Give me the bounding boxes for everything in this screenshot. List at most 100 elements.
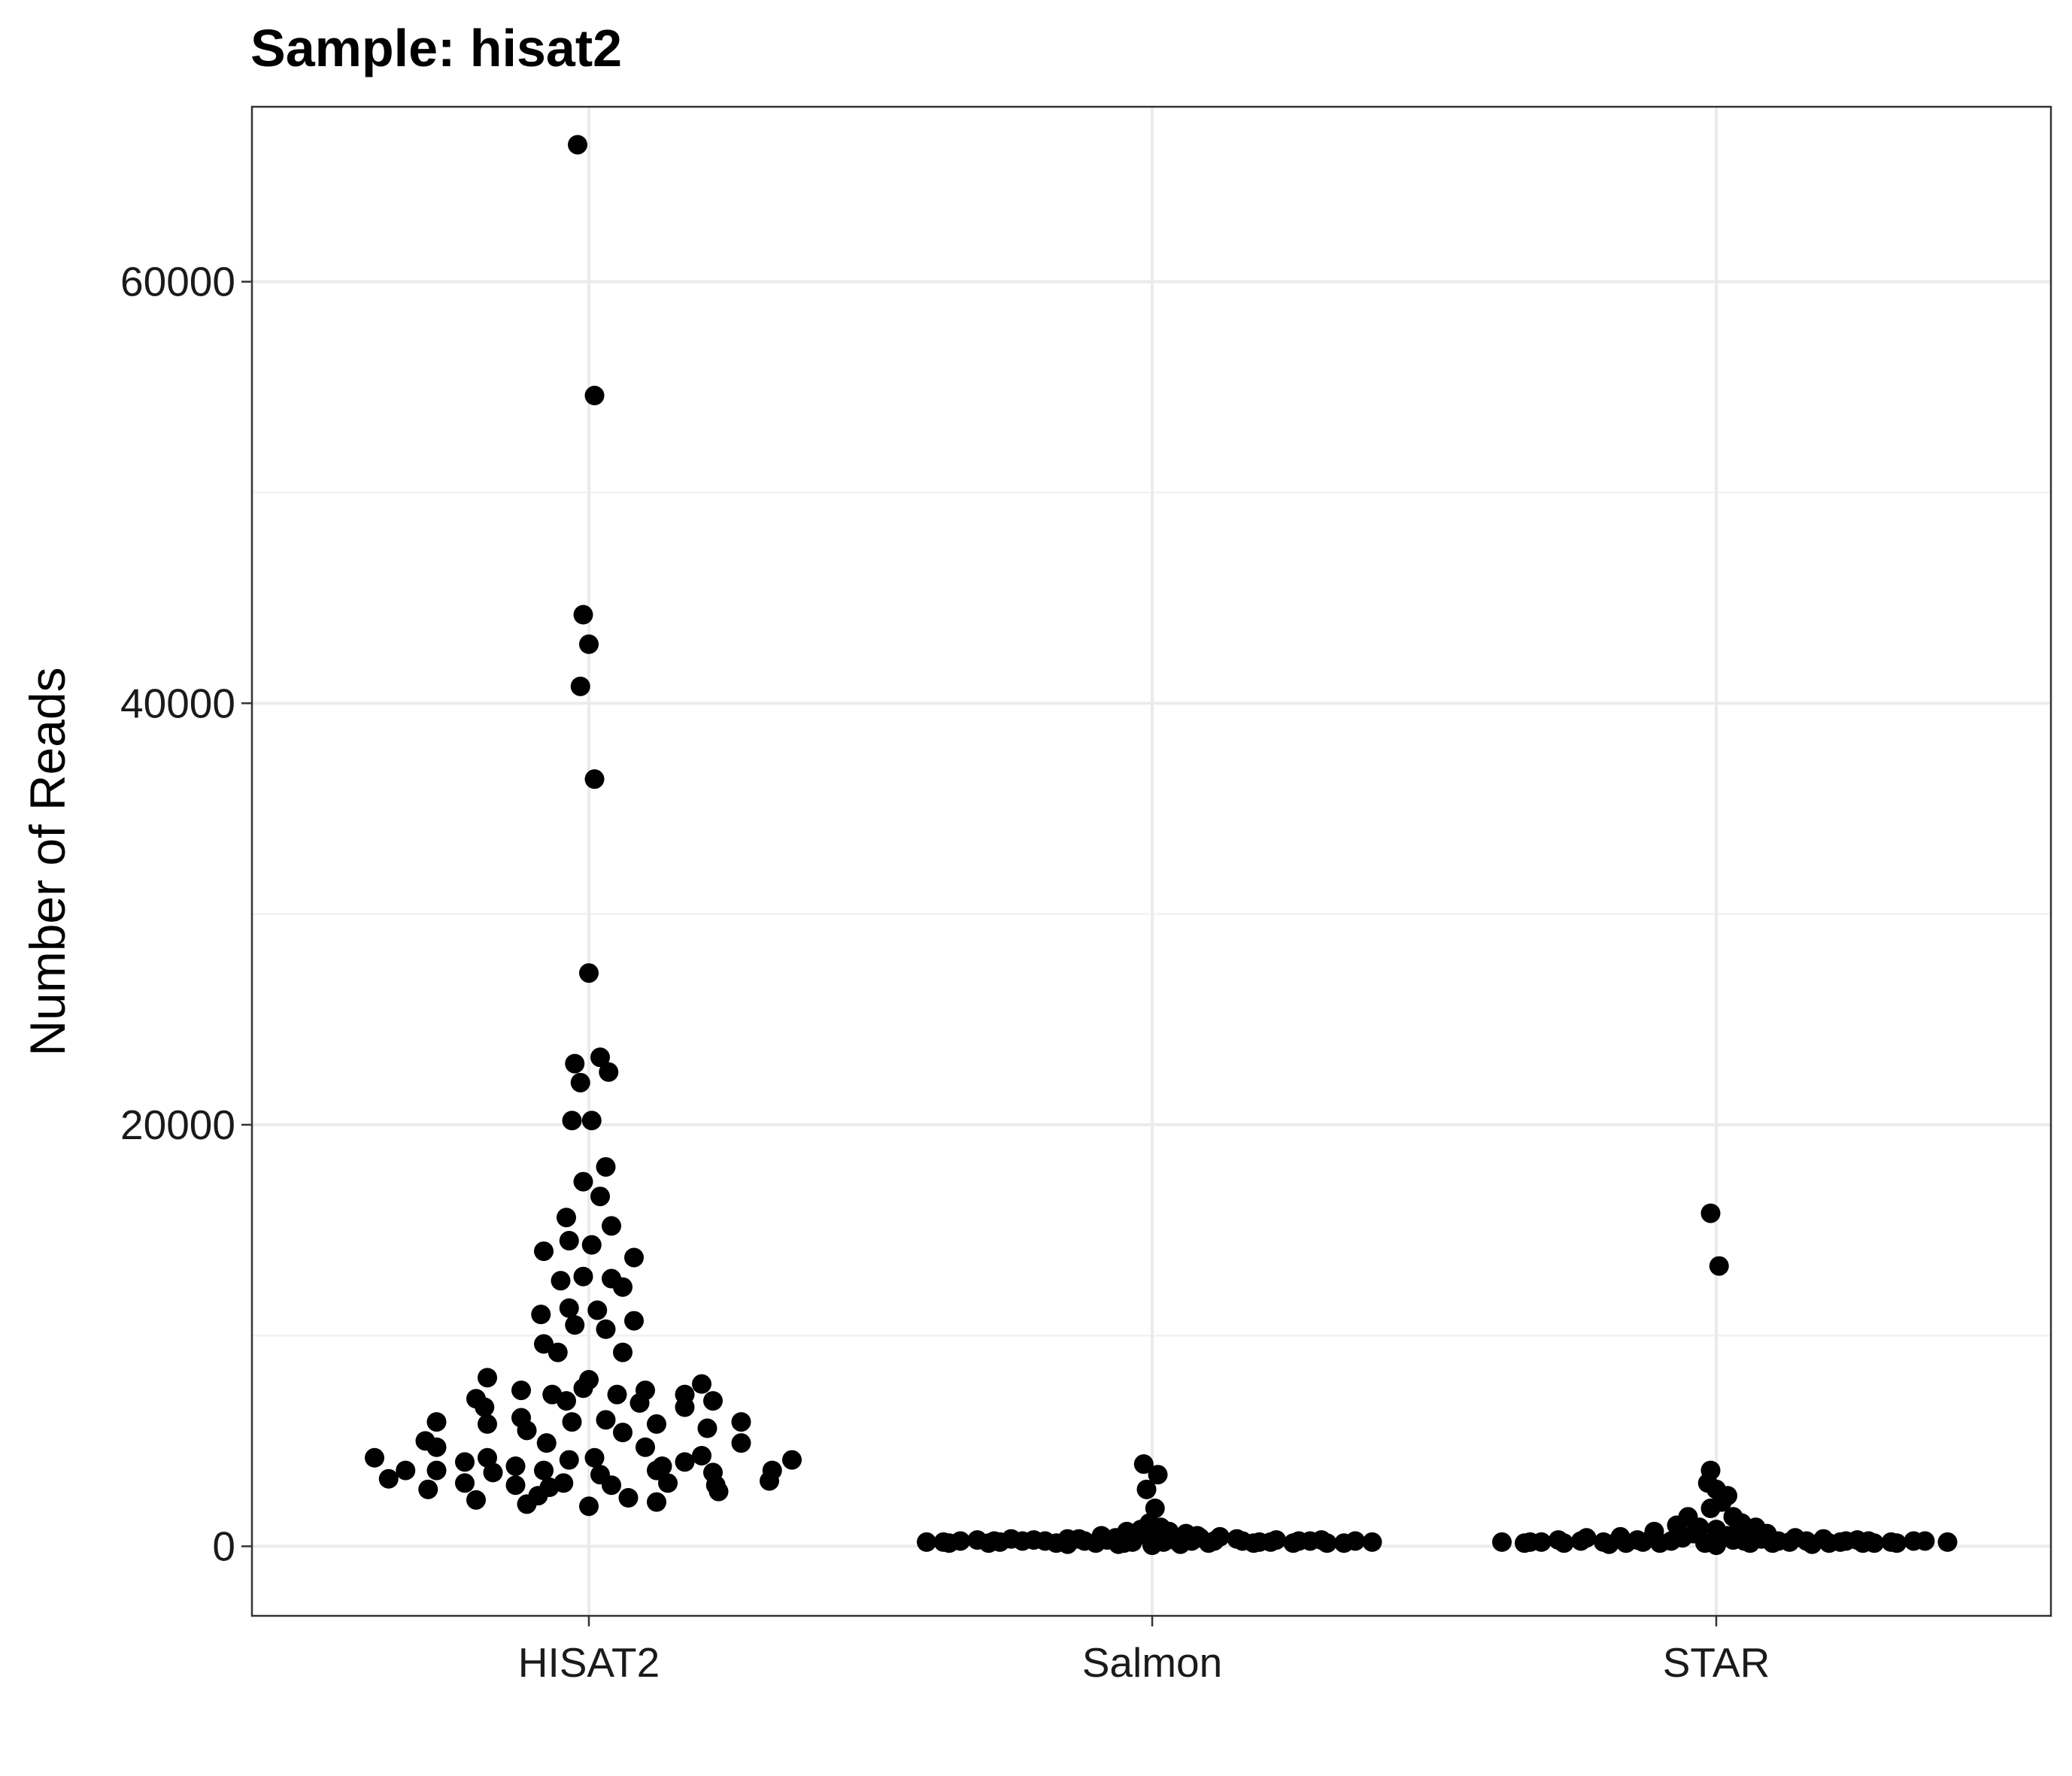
data-point: [534, 1460, 554, 1481]
data-point: [579, 634, 599, 654]
data-point: [1204, 1531, 1224, 1551]
data-point: [581, 1111, 602, 1131]
data-point: [618, 1488, 639, 1508]
data-point: [1312, 1530, 1331, 1550]
data-point: [1700, 1203, 1721, 1223]
data-point: [396, 1460, 416, 1481]
data-point: [1616, 1533, 1636, 1553]
data-point: [990, 1532, 1010, 1552]
data-point: [426, 1437, 447, 1457]
y-axis-title: Number of Reads: [20, 667, 75, 1056]
data-point: [378, 1468, 399, 1489]
data-point: [590, 1047, 610, 1068]
data-point: [565, 1315, 585, 1335]
data-point: [596, 1319, 616, 1339]
data-point: [692, 1445, 711, 1465]
data-point: [658, 1473, 678, 1493]
data-point: [596, 1156, 616, 1177]
data-point: [708, 1481, 729, 1502]
data-point: [613, 1423, 633, 1443]
series-salmon: [917, 1454, 1382, 1556]
data-point: [1345, 1531, 1365, 1551]
data-point: [573, 605, 593, 625]
data-point: [584, 386, 605, 406]
data-point: [548, 1342, 568, 1362]
data-point: [1148, 1465, 1168, 1485]
data-point: [426, 1460, 447, 1481]
data-point: [483, 1462, 503, 1483]
data-point: [731, 1412, 751, 1432]
x-axis: HISAT2 Salmon STAR: [518, 1616, 1770, 1686]
series-hisat2: [365, 135, 802, 1517]
data-point: [517, 1420, 537, 1441]
data-point: [559, 1231, 579, 1251]
data-point: [760, 1471, 779, 1491]
data-point: [607, 1384, 627, 1405]
data-point: [602, 1216, 621, 1236]
grid: [252, 107, 2051, 1616]
data-point: [573, 1266, 593, 1287]
y-tick-label: 40000: [120, 680, 235, 726]
data-point: [1012, 1531, 1033, 1551]
data-point: [426, 1412, 447, 1432]
data-point: [697, 1418, 717, 1438]
data-point: [557, 1391, 576, 1411]
data-point: [557, 1208, 576, 1228]
data-point: [505, 1456, 526, 1476]
data-point: [562, 1111, 582, 1131]
data-point: [1492, 1532, 1512, 1552]
data-point: [539, 1477, 560, 1498]
data-point: [613, 1342, 633, 1362]
data-point: [1853, 1533, 1873, 1553]
data-point: [570, 676, 590, 696]
data-point: [917, 1532, 936, 1552]
data-point: [602, 1475, 621, 1496]
y-tick-label: 0: [212, 1523, 235, 1569]
data-point: [511, 1380, 531, 1401]
data-point: [478, 1447, 497, 1468]
data-point: [1571, 1531, 1591, 1551]
data-point: [534, 1241, 554, 1262]
data-point: [562, 1412, 582, 1432]
data-point: [1520, 1532, 1540, 1552]
data-point: [579, 963, 599, 983]
y-axis: 0 20000 40000 60000: [120, 259, 252, 1569]
data-point: [1763, 1533, 1782, 1553]
x-tick-label: Salmon: [1082, 1639, 1222, 1686]
data-point: [551, 1271, 571, 1291]
data-point: [967, 1530, 987, 1550]
data-point: [782, 1450, 802, 1470]
data-point: [1819, 1533, 1839, 1553]
data-point: [455, 1473, 475, 1493]
data-point: [692, 1374, 711, 1394]
data-point: [1362, 1532, 1382, 1552]
data-point: [536, 1433, 557, 1453]
x-tick-label: STAR: [1663, 1639, 1770, 1686]
series-star: [1492, 1203, 1958, 1556]
data-point: [559, 1450, 579, 1470]
data-point: [570, 1072, 590, 1093]
data-point: [466, 1490, 486, 1510]
data-point: [579, 1496, 599, 1517]
data-point: [647, 1492, 666, 1512]
data-point: [675, 1452, 695, 1472]
data-point: [1260, 1532, 1281, 1552]
data-point: [1709, 1256, 1729, 1276]
data-point: [703, 1391, 723, 1411]
data-point: [1661, 1531, 1681, 1551]
data-point: [1283, 1533, 1303, 1553]
data-point: [1887, 1533, 1907, 1553]
data-point: [573, 1378, 593, 1399]
data-point: [629, 1393, 650, 1413]
data-point: [573, 1171, 593, 1192]
data-point: [1554, 1533, 1574, 1553]
data-point: [565, 1053, 585, 1074]
data-point: [731, 1433, 751, 1453]
data-point: [531, 1305, 551, 1325]
data-point: [581, 1235, 602, 1255]
data-point: [1779, 1532, 1800, 1552]
data-point: [1075, 1531, 1094, 1551]
data-point: [613, 1277, 633, 1297]
